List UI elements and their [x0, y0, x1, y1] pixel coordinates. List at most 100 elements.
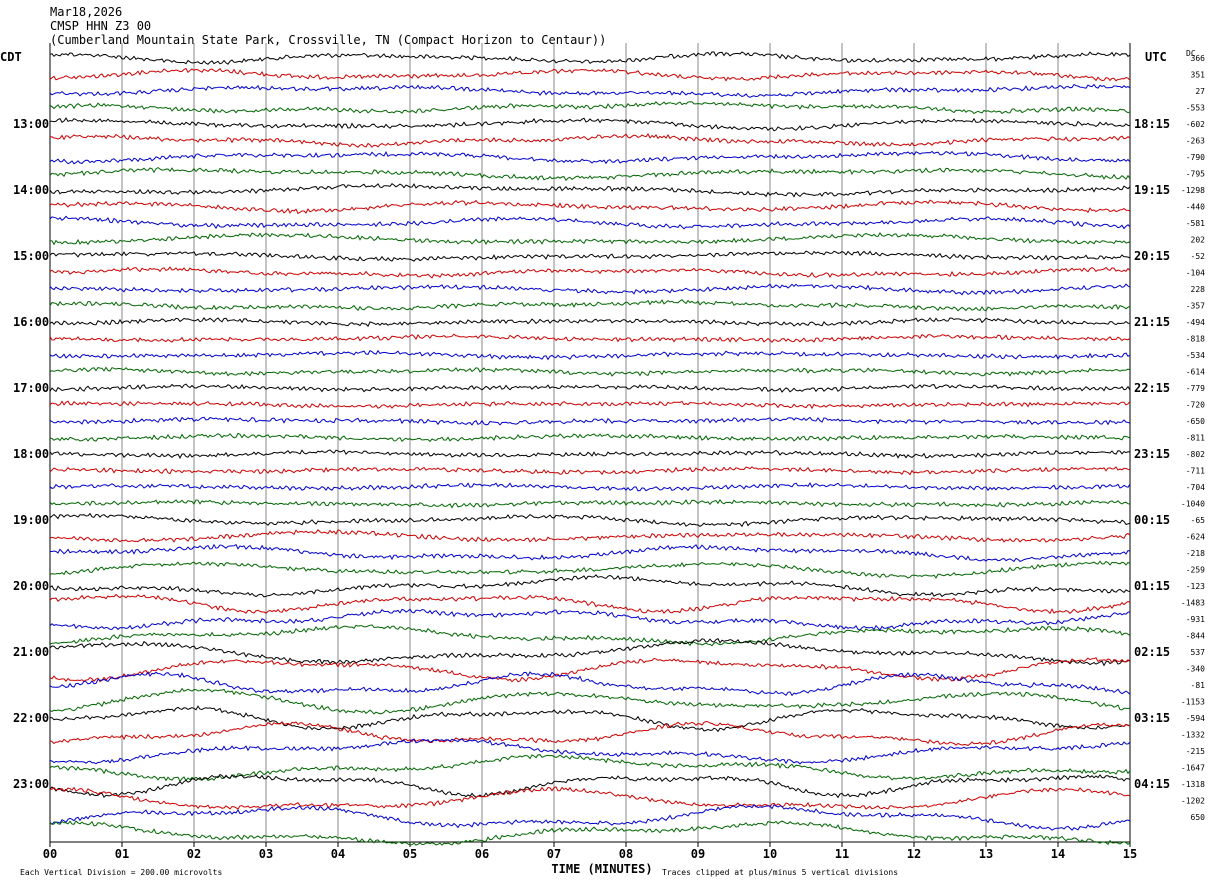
trace-line — [49, 786, 1131, 810]
dc-offset-label: -614 — [1186, 368, 1205, 377]
x-tick-label: 00 — [43, 847, 57, 861]
trace-line — [49, 416, 1131, 426]
trace-line — [49, 133, 1131, 148]
utc-hour-label: 18:15 — [1134, 117, 1170, 131]
x-tick-label: 14 — [1051, 847, 1065, 861]
dc-offset-label: -1153 — [1181, 698, 1205, 707]
cdt-hour-label: 15:00 — [13, 249, 49, 263]
trace-line — [49, 215, 1131, 230]
trace-line — [49, 383, 1131, 393]
trace-line — [49, 83, 1131, 98]
trace-line — [49, 349, 1131, 361]
dc-offset-label: -818 — [1186, 335, 1205, 344]
x-tick-label: 01 — [115, 847, 129, 861]
dc-offset-label: -553 — [1186, 104, 1205, 113]
utc-hour-label: 20:15 — [1134, 249, 1170, 263]
cdt-hour-label: 21:00 — [13, 645, 49, 659]
trace-line — [49, 593, 1131, 615]
x-tick-label: 02 — [187, 847, 201, 861]
utc-hour-label: 23:15 — [1134, 447, 1170, 461]
dc-offset-label: -1647 — [1181, 764, 1205, 773]
trace-line — [49, 51, 1131, 65]
trace-line — [49, 449, 1131, 459]
dc-offset-label: 650 — [1191, 813, 1206, 822]
trace-line — [49, 317, 1131, 328]
trace-line — [49, 266, 1131, 279]
x-tick-label: 07 — [547, 847, 561, 861]
dc-offset-label: 27 — [1195, 87, 1205, 96]
cdt-hour-label: 16:00 — [13, 315, 49, 329]
utc-hour-label: 01:15 — [1134, 579, 1170, 593]
cdt-hour-label: 13:00 — [13, 117, 49, 131]
trace-line — [49, 299, 1131, 312]
x-tick-label: 13 — [979, 847, 993, 861]
trace-line — [49, 183, 1131, 198]
x-tick-label: 03 — [259, 847, 273, 861]
trace-line — [49, 754, 1131, 783]
dc-offset-label: -1483 — [1181, 599, 1205, 608]
trace-line — [49, 283, 1131, 296]
trace-line — [49, 466, 1131, 476]
dc-offset-label: -704 — [1186, 483, 1205, 492]
trace-line — [49, 638, 1131, 667]
dc-offset-label: -931 — [1186, 615, 1205, 624]
trace-line — [49, 333, 1131, 343]
dc-offset-label: -802 — [1186, 450, 1205, 459]
trace-line — [49, 657, 1131, 683]
trace-line — [49, 804, 1131, 831]
dc-offset-label: -711 — [1186, 467, 1205, 476]
dc-offset-label: -1298 — [1181, 186, 1205, 195]
dc-offset-label: -602 — [1186, 120, 1205, 129]
trace-line — [49, 101, 1131, 115]
dc-offset-label: -534 — [1186, 351, 1205, 360]
trace-line — [49, 720, 1131, 746]
x-tick-label: 15 — [1123, 847, 1137, 861]
dc-offset-label: -1202 — [1181, 797, 1205, 806]
trace-line — [49, 574, 1131, 598]
trace-line — [49, 67, 1131, 82]
trace-line — [49, 117, 1131, 132]
clipping-note: Traces clipped at plus/minus 5 vertical … — [662, 868, 898, 877]
dc-offset-label: 351 — [1191, 71, 1206, 80]
utc-hour-label: 00:15 — [1134, 513, 1170, 527]
dc-offset-label: -594 — [1186, 714, 1205, 723]
trace-line — [49, 529, 1131, 543]
dc-offset-label: 537 — [1191, 648, 1206, 657]
utc-hour-label: 19:15 — [1134, 183, 1170, 197]
trace-line — [49, 608, 1131, 631]
x-tick-label: 08 — [619, 847, 633, 861]
x-tick-label: 10 — [763, 847, 777, 861]
trace-line — [49, 250, 1131, 262]
trace-line — [49, 481, 1131, 492]
dc-offset-label: -624 — [1186, 533, 1205, 542]
dc-offset-label: 366 — [1191, 54, 1206, 63]
utc-hour-label: 04:15 — [1134, 777, 1170, 791]
cdt-hour-label: 14:00 — [13, 183, 49, 197]
trace-line — [49, 820, 1131, 846]
dc-offset-label: -790 — [1186, 153, 1205, 162]
utc-hour-label: 02:15 — [1134, 645, 1170, 659]
dc-offset-label: -844 — [1186, 632, 1205, 641]
dc-offset-label: -581 — [1186, 219, 1205, 228]
trace-line — [49, 773, 1131, 799]
dc-axis-label: DC — [1186, 49, 1196, 58]
dc-offset-label: -1040 — [1181, 500, 1205, 509]
dc-offset-label: -340 — [1186, 665, 1205, 674]
dc-offset-label: -811 — [1186, 434, 1205, 443]
dc-offset-label: -65 — [1191, 516, 1206, 525]
trace-line — [49, 166, 1131, 182]
dc-offset-label: -440 — [1186, 203, 1205, 212]
x-axis-title: TIME (MINUTES) — [551, 862, 652, 876]
dc-offset-label: -123 — [1186, 582, 1205, 591]
dc-offset-label: -52 — [1191, 252, 1206, 261]
utc-hour-label: 03:15 — [1134, 711, 1170, 725]
trace-line — [49, 738, 1131, 765]
dc-offset-label: -779 — [1186, 384, 1205, 393]
x-tick-label: 11 — [835, 847, 849, 861]
trace-line — [49, 671, 1131, 697]
dc-offset-label: -720 — [1186, 401, 1205, 410]
utc-axis-label: UTC — [1145, 50, 1167, 64]
cdt-hour-label: 22:00 — [13, 711, 49, 725]
x-tick-label: 12 — [907, 847, 921, 861]
trace-line — [49, 687, 1131, 715]
